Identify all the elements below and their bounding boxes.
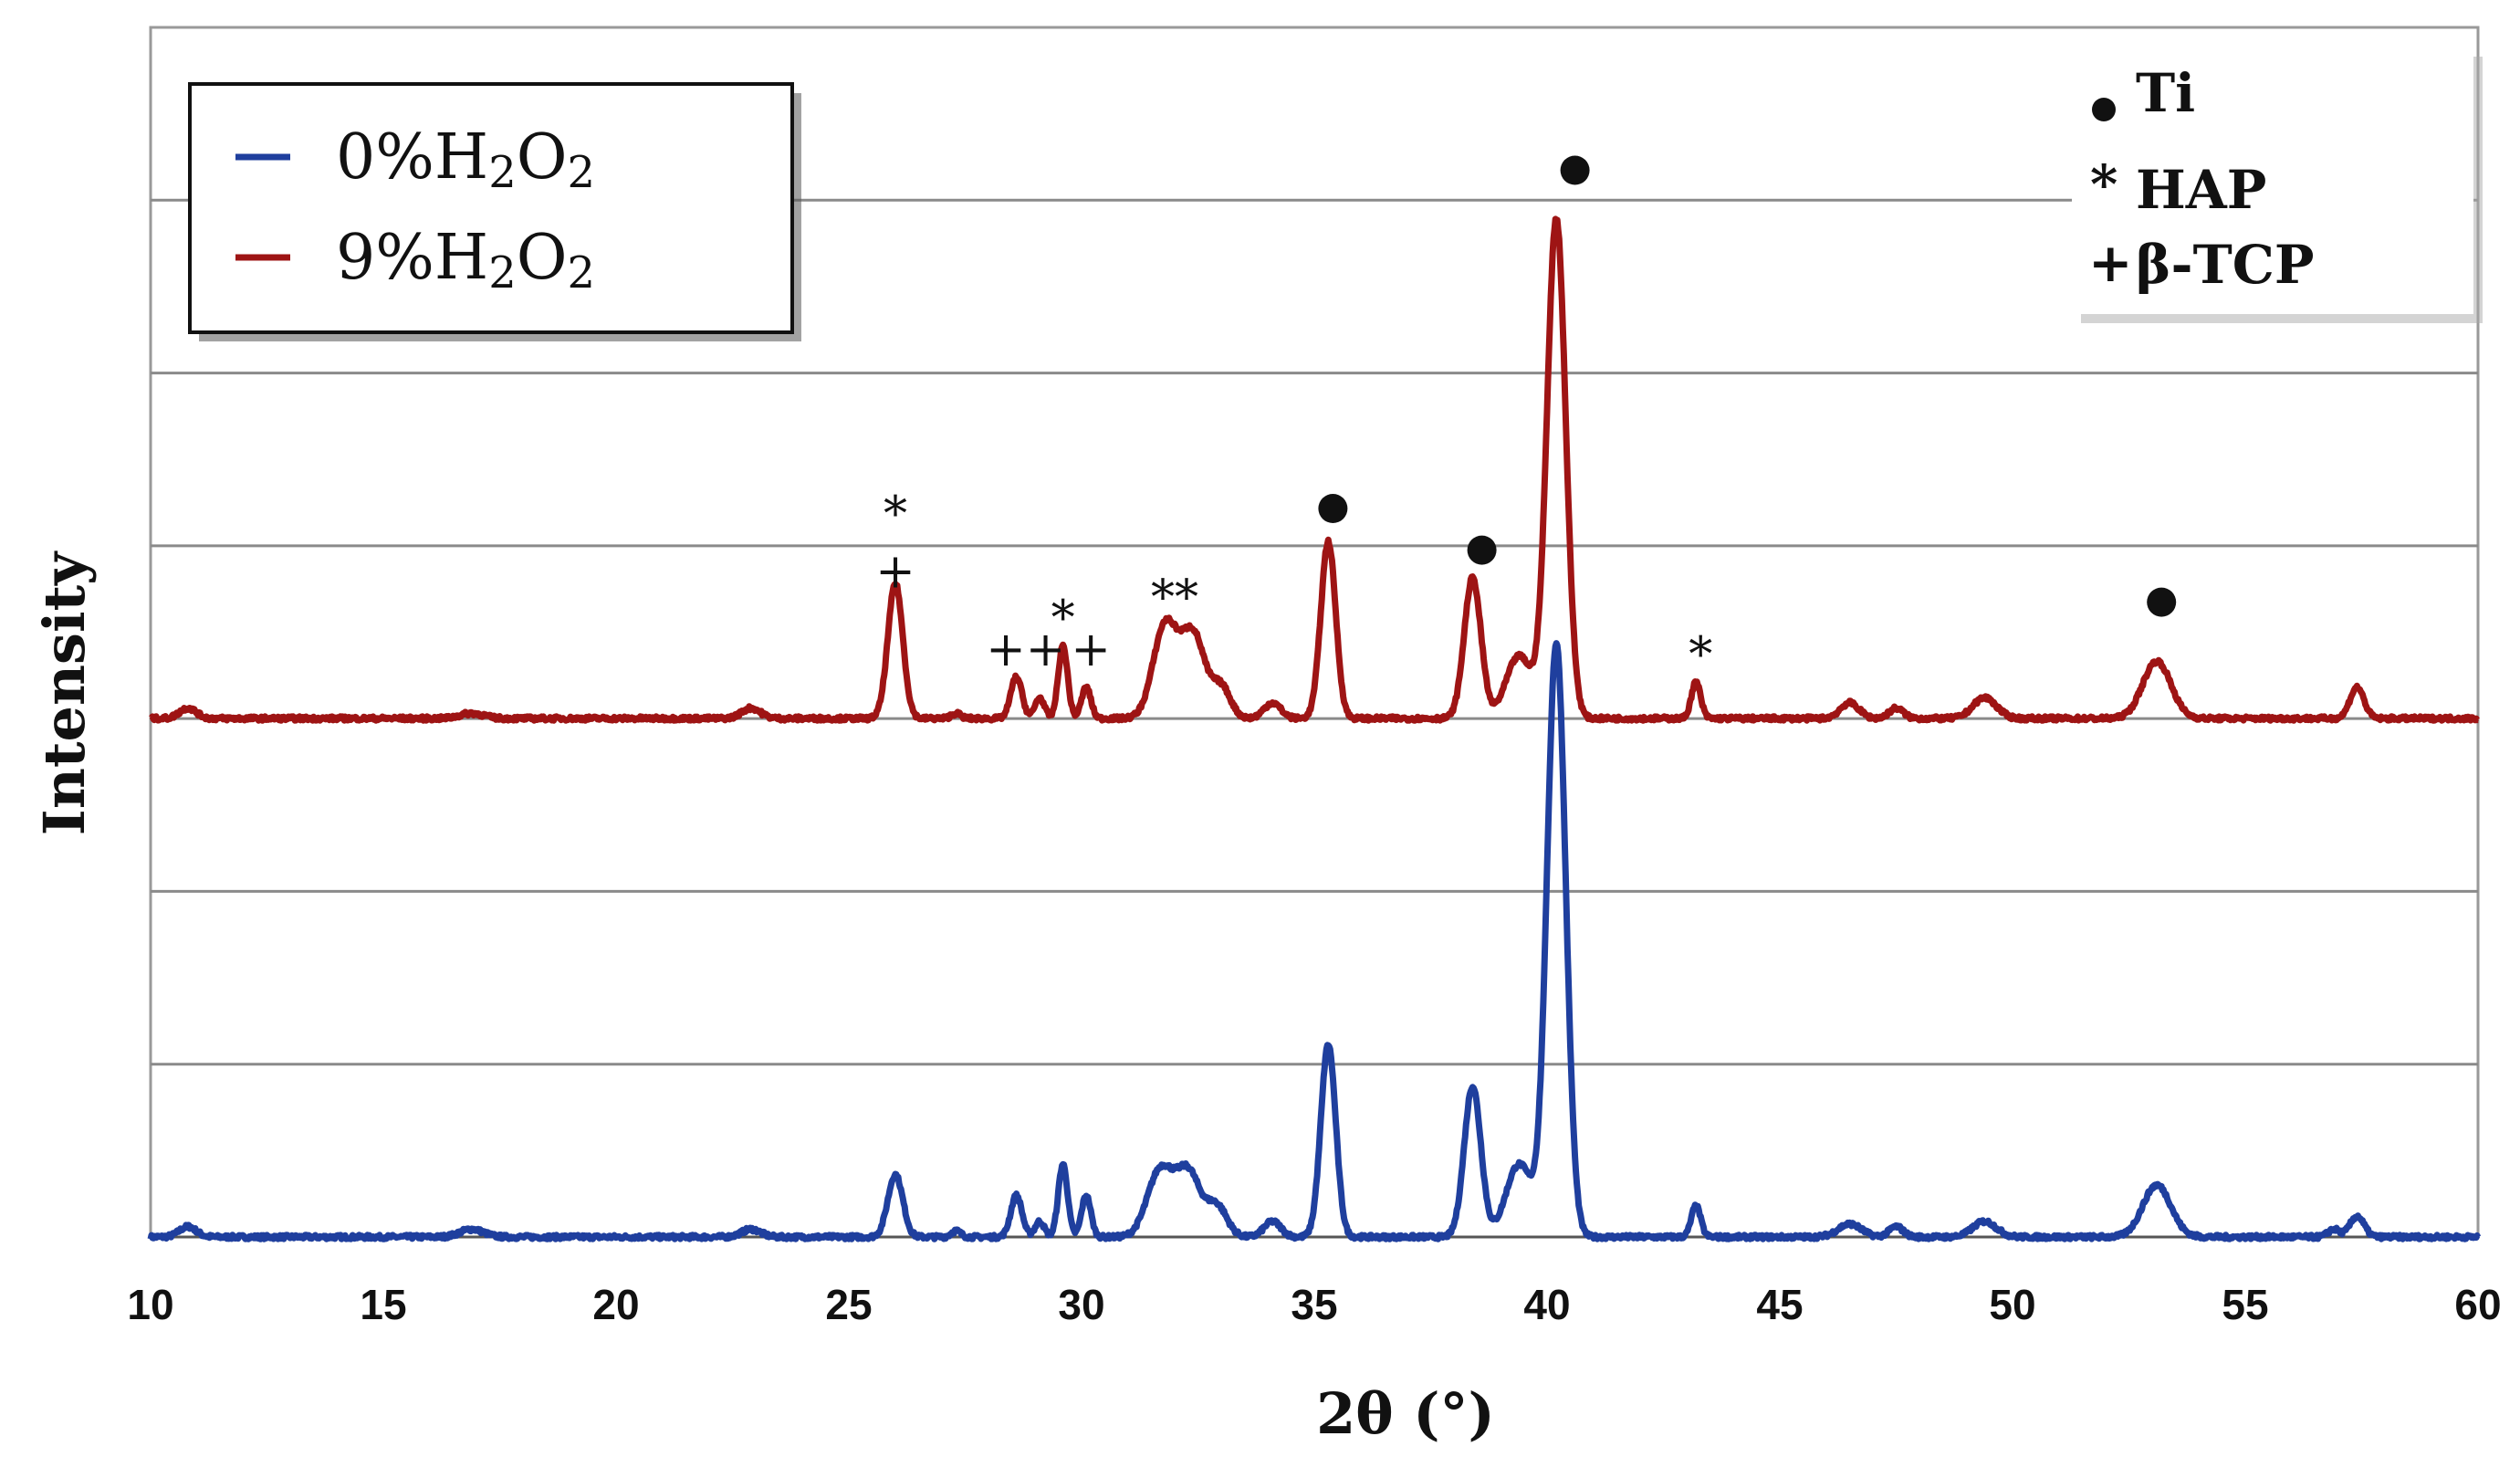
- x-axis-ticks: 10 15 20 25 30 35 40 45 50 55 60: [127, 1281, 2501, 1328]
- hap-peak-marker: *: [884, 487, 907, 542]
- legend-label-1: 9%H2O2: [336, 222, 595, 299]
- ti-peak-marker: [1318, 494, 1348, 523]
- x-tick-label: 35: [1291, 1281, 1337, 1328]
- x-tick-label: 40: [1523, 1281, 1570, 1328]
- hap-marker-icon: *: [2090, 153, 2117, 215]
- x-tick-label: 30: [1058, 1281, 1104, 1328]
- hap-peak-marker: **: [1151, 571, 1198, 625]
- series-legend: 0%H2O2 9%H2O2: [188, 82, 801, 341]
- series-line-1: [148, 215, 2481, 724]
- ti-peak-marker: [2147, 587, 2177, 617]
- x-tick-label: 10: [127, 1281, 173, 1328]
- tcp-marker-icon: +: [2088, 232, 2133, 294]
- ti-marker-icon: [2092, 98, 2116, 121]
- x-tick-label: 50: [1989, 1281, 2035, 1328]
- series-line-0: [147, 640, 2482, 1242]
- x-axis-title: 2θ (°): [1316, 1380, 1495, 1447]
- x-tick-label: 55: [2222, 1281, 2268, 1328]
- hap-peak-marker: *: [1051, 592, 1075, 646]
- phase-legend-label-tcp: β-TCP: [2136, 234, 2315, 296]
- legend-label-0: 0%H2O2: [336, 121, 595, 198]
- phase-legend-label-hap: HAP: [2136, 159, 2266, 221]
- x-tick-label: 60: [2454, 1281, 2501, 1328]
- phase-legend-label-ti: Ti: [2136, 62, 2195, 124]
- x-tick-label: 25: [825, 1281, 872, 1328]
- ti-peak-marker: [1560, 155, 1590, 185]
- phase-legend: Ti * HAP + β-TCP: [2072, 47, 2483, 323]
- tcp-peak-marker: ++: [986, 623, 1065, 677]
- peak-annotations: *+++*+***: [875, 155, 2177, 683]
- y-axis-title: Intensity: [31, 550, 98, 835]
- plot-area: [147, 215, 2482, 1242]
- tcp-peak-marker: +: [1071, 623, 1111, 677]
- tcp-peak-marker: +: [875, 544, 915, 599]
- x-tick-label: 20: [592, 1281, 639, 1328]
- x-tick-label: 15: [360, 1281, 406, 1328]
- ti-peak-marker: [1467, 535, 1497, 565]
- hap-peak-marker: *: [1689, 628, 1712, 683]
- x-tick-label: 45: [1756, 1281, 1803, 1328]
